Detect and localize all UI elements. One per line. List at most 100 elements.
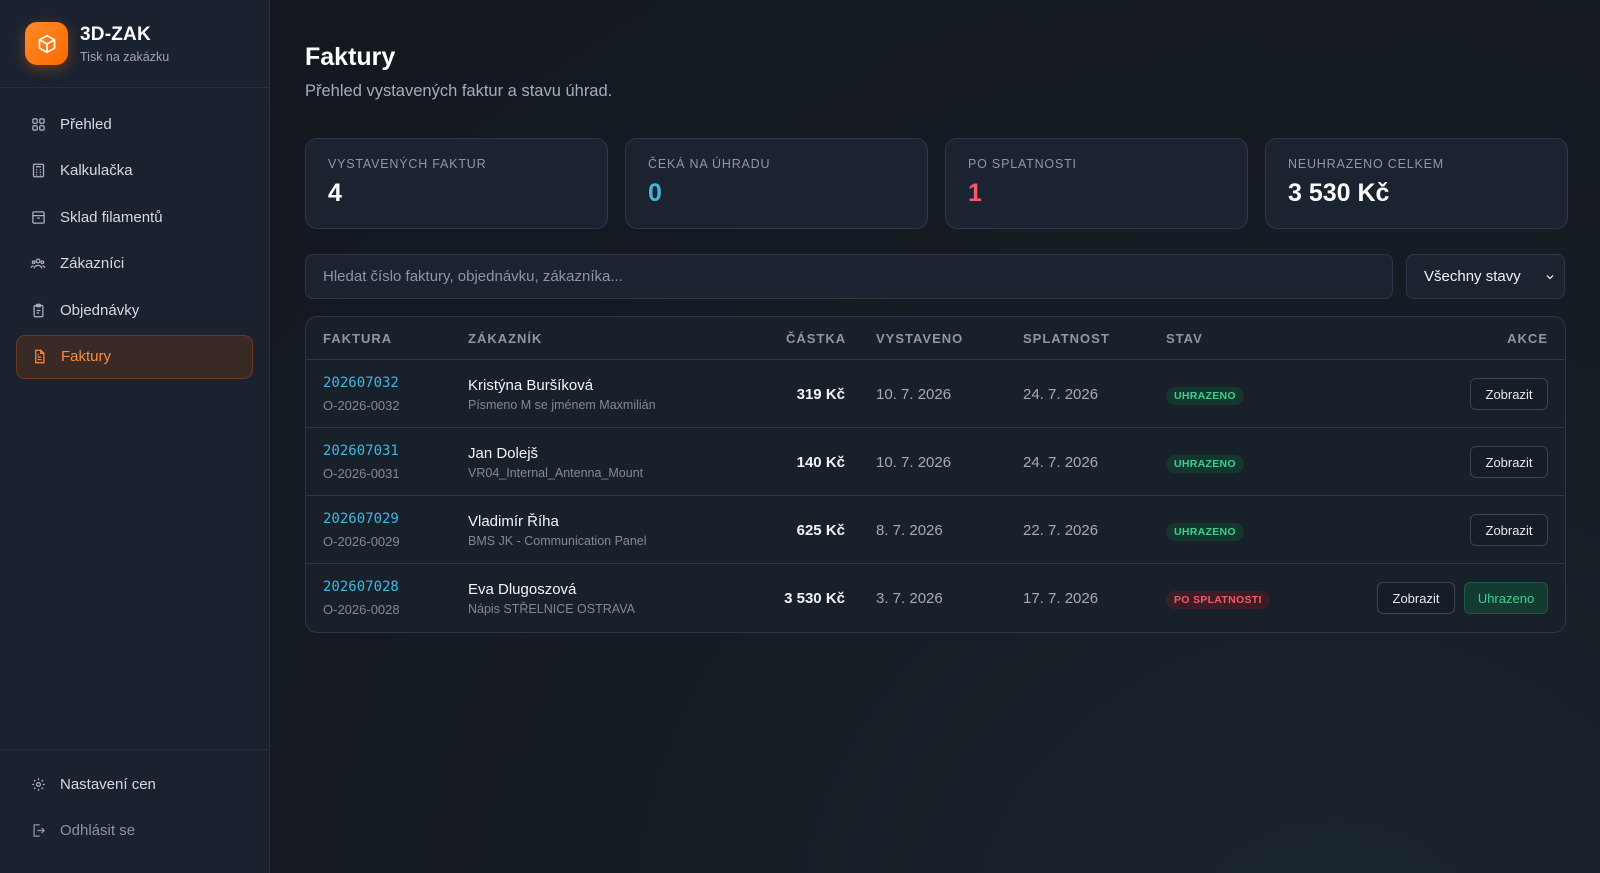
sidebar-footer: Nastavení cen Odhlásit se <box>0 749 270 873</box>
users-icon <box>30 256 46 272</box>
invoice-amount: 625 Kč <box>796 522 845 539</box>
customer-name: Jan Dolejš <box>468 445 539 462</box>
stat-card-awaiting: ČEKÁ NA ÚHRADU 0 <box>625 138 928 229</box>
calculator-icon <box>30 163 46 179</box>
sidebar-item-label: Odhlásit se <box>60 822 136 839</box>
status-badge: UHRAZENO <box>1166 455 1244 473</box>
customer-name: Eva Dlugoszová <box>468 581 577 598</box>
sidebar-nav: Přehled Kalkulačka Sklad filamentů Zákaz… <box>0 88 269 379</box>
status-filter-select[interactable]: Všechny stavy <box>1406 254 1565 299</box>
stat-value: 1 <box>968 179 982 207</box>
logout-button[interactable]: Odhlásit se <box>16 809 254 853</box>
view-button[interactable]: Zobrazit <box>1470 514 1548 546</box>
column-header-customer: ZÁKAZNÍK <box>468 331 543 346</box>
table-row: 202607031 O-2026-0031 Jan Dolejš VR04_In… <box>306 428 1565 496</box>
sidebar-item-prehled[interactable]: Přehled <box>16 102 253 146</box>
sidebar-item-label: Zákazníci <box>60 255 125 272</box>
issued-date: 8. 7. 2026 <box>876 522 943 539</box>
sidebar-item-nastaveni-cen[interactable]: Nastavení cen <box>16 762 254 806</box>
due-date: 22. 7. 2026 <box>1023 522 1099 539</box>
status-badge: PO SPLATNOSTI <box>1166 591 1270 609</box>
invoice-number-link[interactable]: 202607028 <box>323 579 399 595</box>
sidebar-item-faktury[interactable]: Faktury <box>16 334 253 379</box>
due-date: 24. 7. 2026 <box>1023 454 1099 471</box>
column-header-invoice: FAKTURA <box>323 331 393 346</box>
order-number: O-2026-0028 <box>323 602 400 617</box>
stat-label: ČEKÁ NA ÚHRADU <box>648 157 771 171</box>
sidebar-item-objednavky[interactable]: Objednávky <box>16 288 253 332</box>
issued-date: 10. 7. 2026 <box>876 454 952 471</box>
file-icon <box>31 349 47 365</box>
order-number: O-2026-0032 <box>323 398 400 413</box>
sidebar-item-label: Kalkulačka <box>60 162 133 179</box>
order-number: O-2026-0031 <box>323 466 400 481</box>
page-subtitle: Přehled vystavených faktur a stavu úhrad… <box>305 82 613 100</box>
search-input[interactable] <box>305 254 1393 299</box>
invoice-amount: 140 Kč <box>796 454 845 471</box>
stat-card-issued: VYSTAVENÝCH FAKTUR 4 <box>305 138 608 229</box>
column-header-actions: AKCE <box>1507 331 1548 346</box>
invoice-number-link[interactable]: 202607032 <box>323 375 399 391</box>
app-title: 3D-ZAK <box>80 23 151 45</box>
invoice-number-link[interactable]: 202607031 <box>323 443 399 459</box>
view-button[interactable]: Zobrazit <box>1377 582 1455 614</box>
logout-icon <box>30 823 46 839</box>
view-button[interactable]: Zobrazit <box>1470 378 1548 410</box>
stat-value: 0 <box>648 179 662 207</box>
issued-date: 3. 7. 2026 <box>876 590 943 607</box>
stats-row: VYSTAVENÝCH FAKTUR 4 ČEKÁ NA ÚHRADU 0 PO… <box>305 138 1568 229</box>
stat-label: PO SPLATNOSTI <box>968 157 1077 171</box>
status-badge: UHRAZENO <box>1166 387 1244 405</box>
status-filter-value: Všechny stavy <box>1424 268 1521 285</box>
sidebar-item-label: Faktury <box>61 348 112 365</box>
table-header: FAKTURA ZÁKAZNÍK ČÁSTKA VYSTAVENO SPLATN… <box>306 317 1565 360</box>
sidebar-item-label: Sklad filamentů <box>60 208 163 226</box>
order-number: O-2026-0029 <box>323 534 400 549</box>
brand: 3D-ZAK Tisk na zakázku <box>0 0 269 88</box>
gear-icon <box>30 776 46 792</box>
stat-card-unpaid-total: NEUHRAZENO CELKEM 3 530 Kč <box>1265 138 1568 229</box>
invoice-number-link[interactable]: 202607029 <box>323 511 399 527</box>
sidebar-item-kalkulacka[interactable]: Kalkulačka <box>16 149 253 193</box>
invoice-amount: 3 530 Kč <box>784 590 845 607</box>
due-date: 17. 7. 2026 <box>1023 590 1099 607</box>
page-title: Faktury <box>305 43 396 71</box>
grid-icon <box>30 116 46 132</box>
order-item: Nápis STŘELNICE OSTRAVA <box>468 602 635 616</box>
customer-name: Kristýna Buršíková <box>468 377 594 394</box>
sidebar-item-label: Objednávky <box>60 301 140 319</box>
sidebar-item-label: Přehled <box>60 115 112 133</box>
clipboard-icon <box>30 302 46 318</box>
column-header-due: SPLATNOST <box>1023 331 1110 346</box>
table-row: 202607029 O-2026-0029 Vladimír Říha BMS … <box>306 496 1565 564</box>
chevron-down-icon <box>1544 270 1556 287</box>
sidebar-item-label: Nastavení cen <box>60 775 156 793</box>
sidebar-item-zakaznici[interactable]: Zákazníci <box>16 242 253 286</box>
due-date: 24. 7. 2026 <box>1023 386 1099 403</box>
column-header-issued: VYSTAVENO <box>876 331 964 346</box>
archive-icon <box>30 209 46 225</box>
table-row: 202607032 O-2026-0032 Kristýna Buršíková… <box>306 360 1565 428</box>
stat-card-overdue: PO SPLATNOSTI 1 <box>945 138 1248 229</box>
issued-date: 10. 7. 2026 <box>876 386 952 403</box>
mark-paid-button[interactable]: Uhrazeno <box>1464 582 1548 614</box>
invoices-table: FAKTURA ZÁKAZNÍK ČÁSTKA VYSTAVENO SPLATN… <box>305 316 1566 633</box>
stat-label: VYSTAVENÝCH FAKTUR <box>328 157 487 171</box>
stat-value: 3 530 Kč <box>1288 179 1390 207</box>
order-item: BMS JK - Communication Panel <box>468 534 647 548</box>
stat-value: 4 <box>328 179 342 207</box>
column-header-status: STAV <box>1166 331 1203 346</box>
box-icon <box>25 22 68 65</box>
stat-label: NEUHRAZENO CELKEM <box>1288 157 1444 171</box>
sidebar: 3D-ZAK Tisk na zakázku Přehled Kalkulačk… <box>0 0 270 873</box>
table-row: 202607028 O-2026-0028 Eva Dlugoszová Náp… <box>306 564 1565 632</box>
status-badge: UHRAZENO <box>1166 523 1244 541</box>
invoice-amount: 319 Kč <box>796 386 845 403</box>
main-content: Faktury Přehled vystavených faktur a sta… <box>270 0 1600 873</box>
app-subtitle: Tisk na zakázku <box>80 49 170 64</box>
order-item: VR04_Internal_Antenna_Mount <box>468 466 644 480</box>
order-item: Písmeno M se jménem Maxmilián <box>468 398 656 412</box>
view-button[interactable]: Zobrazit <box>1470 446 1548 478</box>
sidebar-item-sklad[interactable]: Sklad filamentů <box>16 195 253 239</box>
customer-name: Vladimír Říha <box>468 513 559 530</box>
